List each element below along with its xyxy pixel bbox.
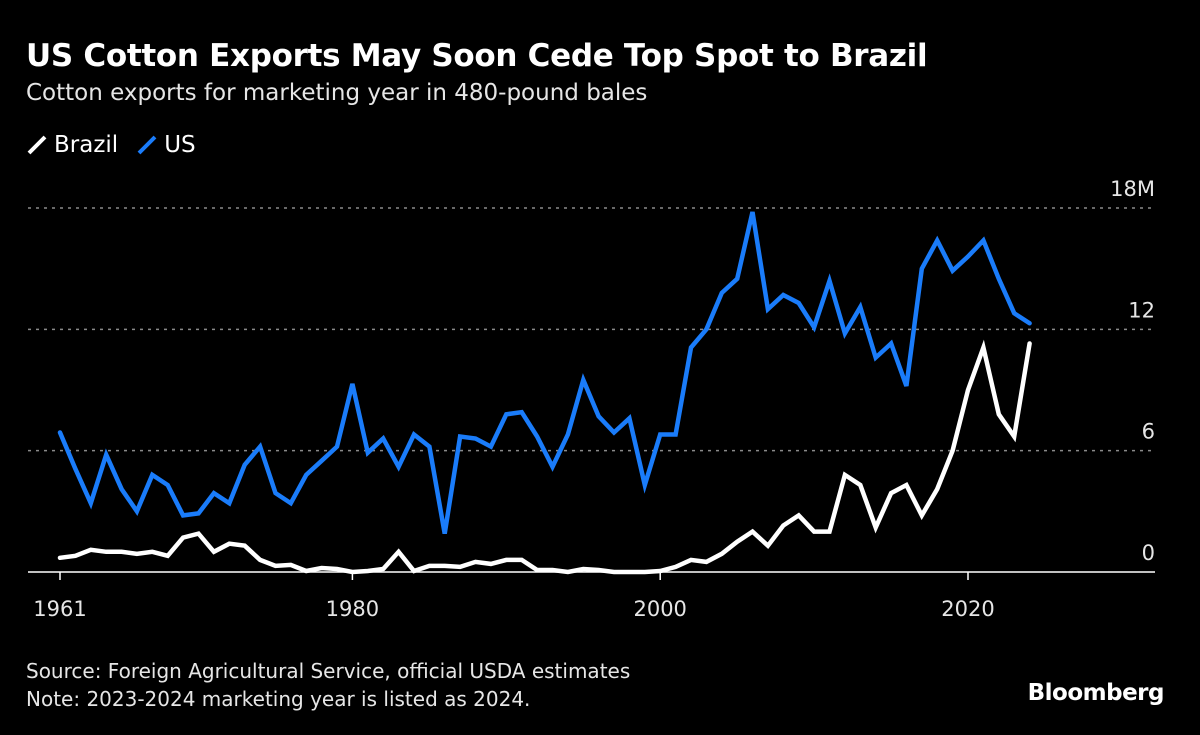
series-line-brazil	[57, 339, 1032, 575]
legend-item-us: US	[136, 132, 196, 158]
legend-label-brazil: Brazil	[54, 132, 119, 158]
source-note: Source: Foreign Agricultural Service, of…	[26, 659, 631, 683]
y-tick-label: 18M	[1110, 177, 1155, 201]
y-tick-label: 0	[1142, 541, 1155, 565]
chart-title: US Cotton Exports May Soon Cede Top Spot…	[26, 38, 928, 74]
x-tick-label: 2000	[633, 597, 686, 621]
y-tick-label: 6	[1142, 420, 1155, 444]
x-tick-label: 1961	[33, 597, 86, 621]
footer: Source: Foreign Agricultural Service, of…	[26, 657, 630, 713]
y-tick-label: 12	[1128, 298, 1155, 322]
chart-subtitle: Cotton exports for marketing year in 480…	[26, 80, 648, 106]
bloomberg-logo: Bloomberg	[1027, 680, 1165, 706]
legend: Brazil US	[26, 132, 196, 158]
x-tick-label: 2020	[941, 597, 994, 621]
legend-label-us: US	[164, 132, 196, 158]
series-line-us	[57, 211, 1032, 534]
legend-item-brazil: Brazil	[26, 132, 118, 158]
footnote: Note: 2023-2024 marketing year is listed…	[26, 687, 531, 711]
legend-swatch-us	[137, 135, 157, 155]
legend-swatch-brazil	[27, 135, 47, 155]
x-tick-label: 1980	[326, 597, 379, 621]
